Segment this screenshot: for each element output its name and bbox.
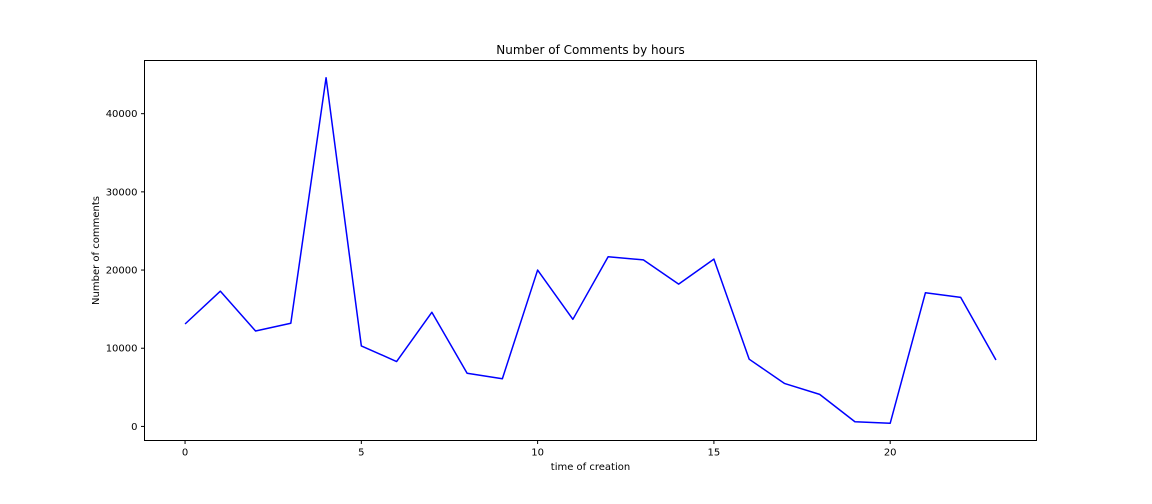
y-axis-label: Number of comments [91, 196, 102, 305]
y-tick-label: 20000 [106, 266, 138, 277]
chart-title: Number of Comments by hours [496, 43, 685, 57]
series-line [184, 76, 997, 425]
y-tick-label: 30000 [106, 187, 138, 198]
x-tick-label: 5 [358, 448, 364, 459]
y-tick-label: 10000 [106, 344, 138, 355]
x-tick-label: 0 [182, 448, 188, 459]
x-tick-label: 10 [531, 448, 544, 459]
y-tick-label: 0 [131, 422, 137, 433]
x-tick-label: 20 [884, 448, 897, 459]
y-axis: 0 10000 20000 30000 40000 [106, 109, 145, 433]
y-tick-label: 40000 [106, 109, 138, 120]
x-axis: 0 5 10 15 20 [182, 440, 897, 459]
series-layer [184, 76, 997, 425]
x-axis-label: time of creation [551, 462, 630, 473]
x-tick-label: 15 [708, 448, 721, 459]
plot-frame [144, 60, 1037, 441]
